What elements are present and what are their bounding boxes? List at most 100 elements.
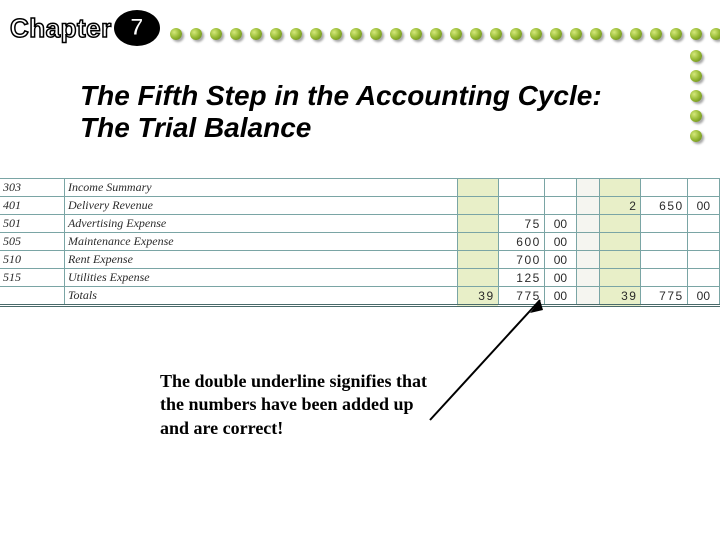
table-cell: 00 [544, 269, 576, 287]
decorative-dot [210, 28, 222, 40]
table-cell: 00 [687, 287, 719, 306]
table-cell [457, 269, 498, 287]
table-cell [577, 269, 600, 287]
table-cell: 00 [544, 251, 576, 269]
decorative-dot [650, 28, 662, 40]
table-cell: 303 [0, 179, 64, 197]
decorative-dot [510, 28, 522, 40]
decorative-dot [170, 28, 182, 40]
decorative-dot [430, 28, 442, 40]
decorative-dot [610, 28, 622, 40]
decorative-dot [290, 28, 302, 40]
table-row: 401Delivery Revenue265000 [0, 197, 720, 215]
decorative-dot [690, 50, 702, 62]
decorative-dot [690, 110, 702, 122]
table-cell: 700 [498, 251, 544, 269]
decorative-dot [490, 28, 502, 40]
decorative-dot [190, 28, 202, 40]
table-cell [687, 251, 719, 269]
table-row: 501Advertising Expense7500 [0, 215, 720, 233]
decorative-dot [390, 28, 402, 40]
table-cell [641, 233, 687, 251]
table-row: 505Maintenance Expense 60000 [0, 233, 720, 251]
table-cell [577, 215, 600, 233]
decorative-dot [590, 28, 602, 40]
table-cell: Maintenance Expense [64, 233, 457, 251]
table-cell [457, 215, 498, 233]
table-cell: 501 [0, 215, 64, 233]
table-cell [641, 251, 687, 269]
title-text: The Fifth Step in the Accounting Cycle: … [80, 80, 640, 144]
table-row: Totals39775003977500 [0, 287, 720, 306]
table-cell [600, 269, 641, 287]
table-cell: 00 [544, 287, 576, 306]
table-cell [600, 179, 641, 197]
table-cell: 775 [641, 287, 687, 306]
decorative-dot [250, 28, 262, 40]
table-cell: Utilities Expense [64, 269, 457, 287]
table-cell [577, 287, 600, 306]
table-cell [457, 233, 498, 251]
table-cell [498, 197, 544, 215]
table-cell [687, 269, 719, 287]
table-cell: 00 [544, 215, 576, 233]
dots-row [170, 28, 720, 40]
decorative-dot [330, 28, 342, 40]
table-cell: 515 [0, 269, 64, 287]
table-cell [600, 215, 641, 233]
table-cell: Totals [64, 287, 457, 306]
decorative-dot [690, 28, 702, 40]
decorative-dot [530, 28, 542, 40]
chapter-badge: 7 [114, 10, 160, 46]
decorative-dot [270, 28, 282, 40]
table-cell [687, 233, 719, 251]
table-row: 303Income Summary [0, 179, 720, 197]
decorative-dot [690, 70, 702, 82]
table-cell [687, 215, 719, 233]
table-cell: Rent Expense [64, 251, 457, 269]
table-cell [577, 197, 600, 215]
table-cell: Delivery Revenue [64, 197, 457, 215]
decorative-dot [690, 130, 702, 142]
table-cell [577, 179, 600, 197]
table-cell: 00 [544, 233, 576, 251]
table-cell: 39 [600, 287, 641, 306]
decorative-dot [670, 28, 682, 40]
table-cell [457, 179, 498, 197]
table-cell [577, 251, 600, 269]
table-cell: 650 [641, 197, 687, 215]
table-cell [600, 251, 641, 269]
table-cell [498, 179, 544, 197]
table-cell: 39 [457, 287, 498, 306]
table-cell: 505 [0, 233, 64, 251]
table-cell [544, 197, 576, 215]
decorative-dot [690, 90, 702, 102]
table-cell: 600 [498, 233, 544, 251]
decorative-dot [570, 28, 582, 40]
table-cell: 00 [687, 197, 719, 215]
table-cell [0, 287, 64, 306]
table-row: 510Rent Expense 70000 [0, 251, 720, 269]
slide-title: The Fifth Step in the Accounting Cycle: … [80, 80, 640, 144]
decorative-dot [630, 28, 642, 40]
decorative-dot [370, 28, 382, 40]
table-cell [457, 251, 498, 269]
table-cell: 125 [498, 269, 544, 287]
decorative-dot [410, 28, 422, 40]
table-row: 515Utilities Expense 12500 [0, 269, 720, 287]
chapter-number: 7 [130, 14, 143, 42]
table-cell [687, 179, 719, 197]
trial-balance-ledger: 303Income Summary401Delivery Revenue2650… [0, 178, 720, 307]
decorative-dot [550, 28, 562, 40]
table-cell [641, 215, 687, 233]
table-cell: Income Summary [64, 179, 457, 197]
table-cell [577, 233, 600, 251]
table-cell: Advertising Expense [64, 215, 457, 233]
table-cell [641, 269, 687, 287]
table-cell [600, 233, 641, 251]
table-cell: 510 [0, 251, 64, 269]
decorative-dot [450, 28, 462, 40]
table-cell: 401 [0, 197, 64, 215]
chapter-label: Chapter [10, 13, 112, 44]
table-cell [457, 197, 498, 215]
